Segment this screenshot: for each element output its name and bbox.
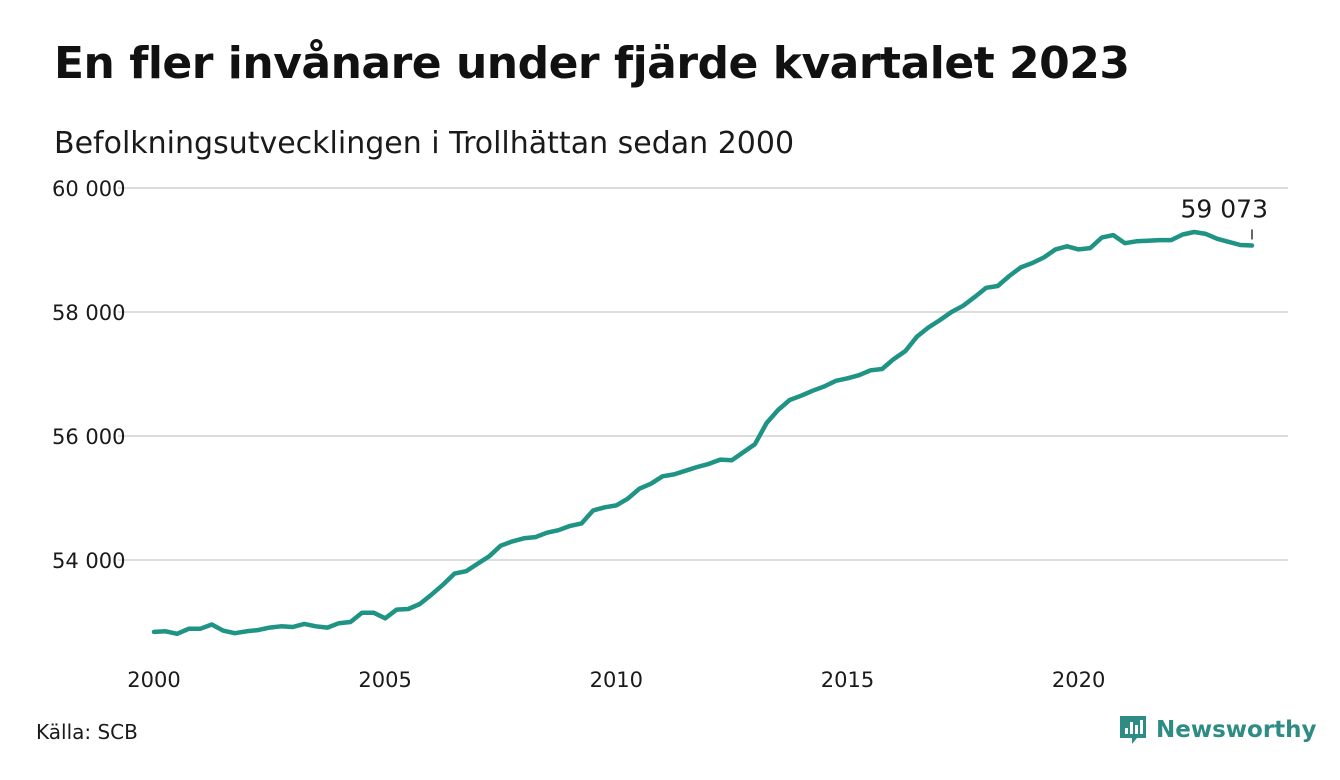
x-tick-label: 2005	[358, 668, 411, 692]
source-note: Källa: SCB	[36, 720, 138, 744]
x-tick-label: 2010	[590, 668, 643, 692]
chart-subtitle: Befolkningsutvecklingen i Trollhättan se…	[54, 126, 795, 161]
x-tick-label: 2020	[1052, 668, 1105, 692]
x-tick-label: 2015	[821, 668, 874, 692]
newsworthy-logo-icon	[1120, 716, 1146, 744]
brand-logo: Newsworthy	[1118, 714, 1317, 746]
x-tick-label: 2000	[127, 668, 180, 692]
annotation-label: 59 073	[1181, 194, 1268, 223]
y-axis-ticks: 54 000 56 000 58 000 60 000	[52, 177, 125, 573]
annotations: 59 073	[1181, 194, 1268, 240]
series-lines	[151, 229, 1255, 637]
y-tick-label: 54 000	[52, 549, 125, 573]
y-tick-label: 58 000	[52, 301, 125, 325]
x-axis-ticks: 2000 2005 2010 2015 2020	[127, 668, 1105, 692]
chart-title: En fler invånare under fjärde kvartalet …	[54, 38, 1130, 89]
brand-name: Newsworthy	[1156, 717, 1317, 743]
y-tick-label: 60 000	[52, 177, 125, 201]
y-tick-label: 56 000	[52, 425, 125, 449]
gridlines	[118, 187, 1288, 561]
series-line	[151, 229, 1255, 637]
